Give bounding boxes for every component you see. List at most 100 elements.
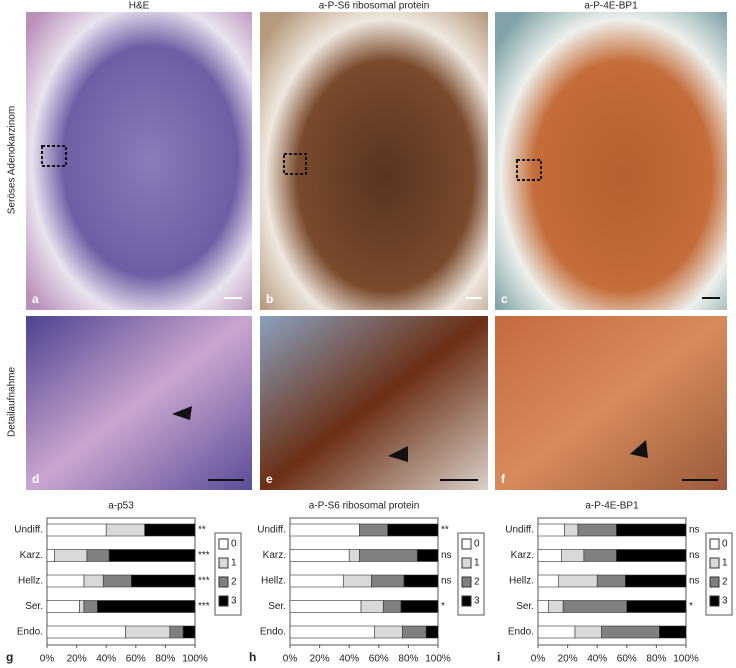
panel-letter: h (249, 650, 256, 664)
legend-label: 1 (722, 558, 728, 569)
bar-segment (83, 600, 98, 613)
x-tick-label: 0% (531, 654, 546, 665)
bar-segment (182, 625, 196, 639)
panel-letter: e (266, 472, 273, 486)
bar-segment (548, 600, 564, 613)
legend-swatch (461, 538, 472, 550)
bar-segment (289, 600, 362, 613)
bar-segment (54, 549, 88, 562)
legend-label: 0 (231, 539, 237, 550)
x-tick-label: 40% (339, 654, 359, 665)
x-tick-label: 20% (310, 654, 330, 665)
significance: ns (441, 576, 452, 587)
significance: *** (198, 576, 210, 587)
bar-segment (46, 600, 80, 613)
bar-segment (371, 574, 405, 588)
bar-segment (102, 574, 132, 588)
bar-segment (561, 549, 585, 562)
bar-segment (83, 574, 104, 588)
column-title: H&E (129, 1, 150, 12)
bar-segment (359, 549, 418, 562)
panel-letter: d (32, 472, 39, 486)
category-label: Hellz. (261, 576, 286, 587)
bar-segment (79, 600, 85, 613)
x-tick-label: 80% (398, 654, 418, 665)
bar-segment (46, 574, 85, 588)
significance: ns (441, 550, 452, 561)
category-label: Ser. (268, 601, 286, 612)
bar-segment (416, 549, 439, 562)
category-label: Ser. (25, 601, 43, 612)
legend-label: 3 (722, 596, 728, 607)
bar-segment (46, 625, 126, 639)
bar-segment (125, 625, 171, 639)
bar-segment (348, 549, 360, 562)
bar-segment (46, 549, 55, 562)
bar-segment (537, 600, 549, 613)
category-label: Undiff. (14, 525, 43, 536)
significance: ** (441, 525, 449, 536)
legend-label: 3 (231, 596, 237, 607)
legend-swatch (709, 538, 720, 550)
bar-segment (596, 574, 626, 588)
image-panels: H&E a-P-S6 ribosomal protein a-P-4E-BP1 … (7, 1, 727, 490)
panel-letter: b (266, 292, 273, 306)
he-image (26, 12, 252, 310)
bar-segment (360, 600, 384, 613)
legend-swatch (218, 576, 229, 588)
significance: ns (689, 576, 700, 587)
legend-label: 0 (474, 539, 480, 550)
category-label: Endo. (17, 627, 43, 638)
significance: *** (198, 550, 210, 561)
category-label: Undiff. (505, 525, 534, 536)
significance: ** (198, 525, 206, 536)
bar-segment (558, 574, 598, 588)
legend-swatch (709, 595, 720, 607)
bar-segment (537, 625, 576, 639)
chart-title: a-P-S6 ribosomal protein (309, 501, 420, 512)
legend-swatch (461, 557, 472, 569)
x-tick-label: 80% (646, 654, 666, 665)
arrowhead (630, 440, 648, 458)
bar-segment (289, 574, 344, 588)
category-label: Undiff. (257, 525, 286, 536)
panel-letter: c (501, 292, 508, 306)
legend-swatch (461, 576, 472, 588)
legend-label: 0 (722, 539, 728, 550)
x-tick-label: 20% (558, 654, 578, 665)
bar-segment (574, 625, 602, 639)
x-tick-label: 0% (40, 654, 55, 665)
bar-segment (342, 574, 372, 588)
panel-letter: a (32, 292, 39, 306)
bar-segment (86, 549, 110, 562)
x-tick-label: 60% (369, 654, 389, 665)
row-label: Seröses Adenokarzinom (7, 106, 18, 214)
category-label: Endo. (508, 627, 534, 638)
bar-segment (131, 574, 196, 588)
legend-swatch (709, 557, 720, 569)
bar-segment (144, 523, 196, 537)
x-tick-label: 0% (283, 654, 298, 665)
category-label: Hellz. (509, 576, 534, 587)
bar-segment (289, 523, 360, 537)
detail-box (41, 145, 67, 167)
bar-segment (402, 625, 427, 639)
bar-segment (359, 523, 388, 537)
bar-segment (616, 549, 687, 562)
x-tick-label: 60% (126, 654, 146, 665)
significance: ns (689, 550, 700, 561)
bar-segment (537, 523, 565, 537)
bar-segment (626, 600, 687, 613)
panel-letter: g (6, 650, 13, 664)
legend-label: 2 (474, 577, 480, 588)
legend-label: 1 (231, 558, 237, 569)
category-label: Karz. (511, 550, 534, 561)
bar-segment (97, 600, 196, 613)
detail-box (516, 159, 542, 181)
x-tick-label: 40% (587, 654, 607, 665)
bar-segment (537, 574, 560, 588)
row-label: Detailaufnahme (7, 367, 18, 437)
panel-letter: i (497, 650, 500, 664)
bar-segment (659, 625, 687, 639)
